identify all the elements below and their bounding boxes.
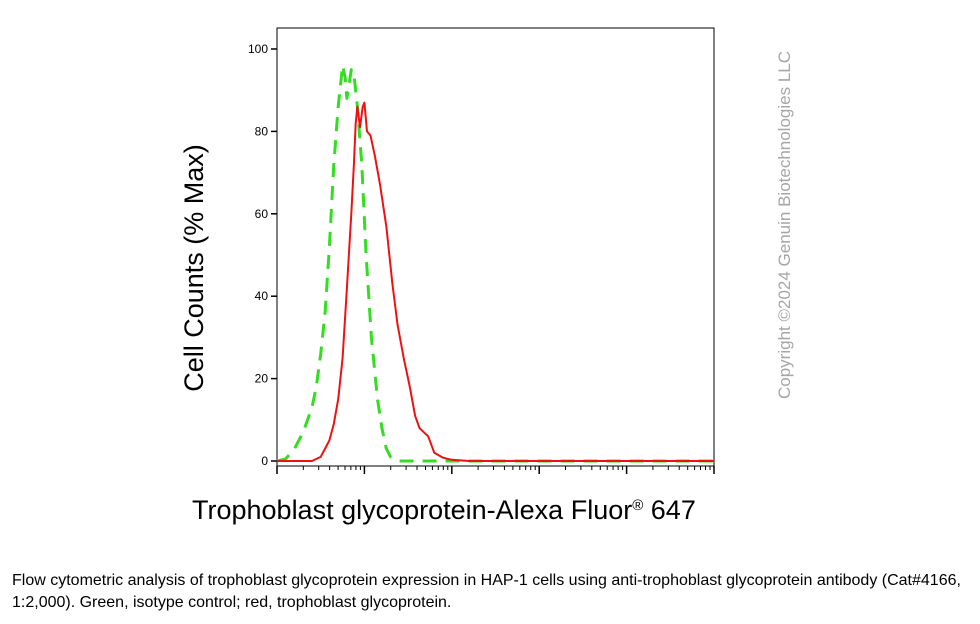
- series-group: [276, 64, 714, 463]
- x-axis-label-suffix: 647: [643, 495, 696, 525]
- y-tick-label: 0: [261, 454, 268, 468]
- y-tick-label: 40: [255, 289, 269, 303]
- x-axis-label: Trophoblast glycoprotein-Alexa Fluor® 64…: [192, 495, 696, 526]
- y-tick-label: 100: [248, 42, 268, 56]
- x-axis: [276, 466, 715, 474]
- y-axis: 0 20 40 60 80 100: [248, 42, 277, 468]
- y-tick-label: 20: [255, 372, 269, 386]
- y-tick-label: 60: [255, 207, 269, 221]
- y-axis-label: Cell Counts (% Max): [179, 144, 209, 392]
- trophoblast-glycoprotein-curve: [277, 101, 714, 462]
- figure-caption: Flow cytometric analysis of trophoblast …: [12, 572, 961, 611]
- y-tick-label: 80: [255, 124, 269, 138]
- registered-mark: ®: [632, 497, 644, 514]
- x-axis-label-text: Trophoblast glycoprotein-Alexa Fluor: [192, 495, 633, 525]
- isotype-control-curve: [276, 64, 714, 463]
- copyright-watermark: Copyright ©2024 Genuin Biotechnologies L…: [775, 50, 794, 400]
- plot-frame: [276, 27, 715, 467]
